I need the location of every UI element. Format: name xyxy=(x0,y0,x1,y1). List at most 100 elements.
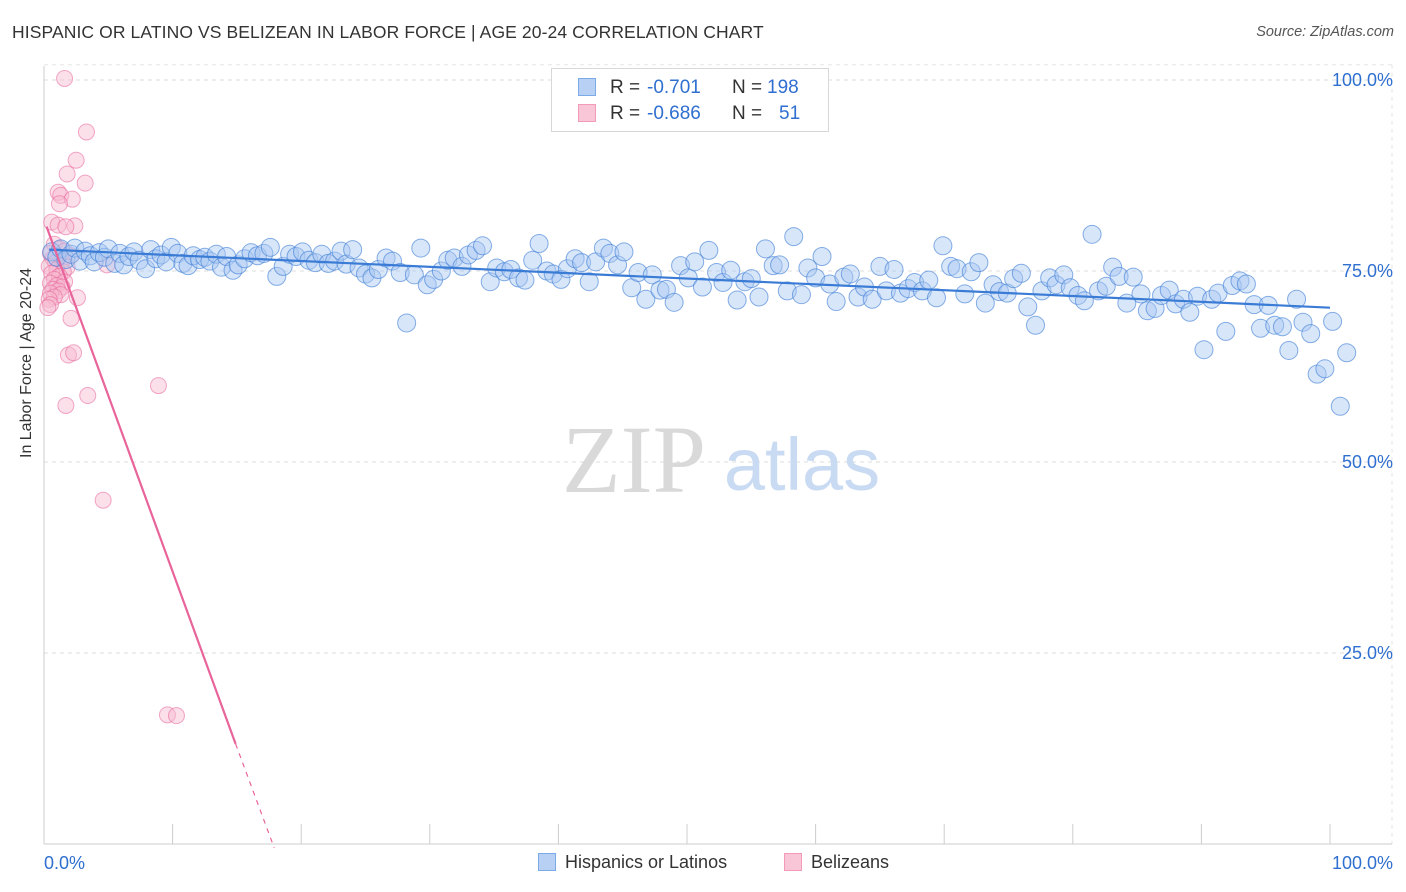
hispanic-point xyxy=(784,227,804,247)
hispanic-point xyxy=(267,266,287,286)
y-tick-label: 50.0% xyxy=(1342,452,1393,472)
y-tick-label: 100.0% xyxy=(1332,70,1393,90)
tick-labels: 25.0% 50.0% 75.0% 100.0% 0.0% 100.0% xyxy=(44,70,1393,873)
hispanic-point xyxy=(692,277,712,297)
hispanic-point xyxy=(1323,311,1343,331)
hispanic-point xyxy=(707,263,727,283)
hispanic-point xyxy=(1337,343,1357,363)
legend-n-label: N = xyxy=(732,103,763,124)
legend-r-value: -0.701 xyxy=(647,77,701,98)
belizean-point xyxy=(77,123,95,141)
belizean-point xyxy=(67,151,85,169)
belizean-point xyxy=(94,491,112,509)
hispanic-point xyxy=(749,287,769,307)
legend-r-label: R = xyxy=(610,77,641,98)
belizean-point xyxy=(56,69,74,87)
hispanic-point xyxy=(1109,266,1129,286)
bottom-legend-belizeans: Belizeans xyxy=(784,852,889,876)
hispanic-point xyxy=(593,238,613,258)
bottom-legend-label: Hispanics or Latinos xyxy=(565,852,728,872)
hispanic-point xyxy=(343,240,363,260)
hispanic-point xyxy=(600,243,620,263)
hispanic-point xyxy=(1216,321,1236,341)
hispanic-point xyxy=(840,264,860,284)
stats-legend: R = -0.701 N = 198 R = -0.686 N = 51 xyxy=(551,68,829,132)
belizean-point xyxy=(65,344,83,362)
watermark: ZIP atlas xyxy=(562,406,880,513)
hispanic-point xyxy=(168,243,188,263)
hispanic-point xyxy=(473,236,493,256)
hispanic-point xyxy=(1236,274,1256,294)
hispanic-point xyxy=(390,263,410,283)
hispanic-point xyxy=(791,285,811,305)
y-tick-label: 25.0% xyxy=(1342,643,1393,663)
belizeans-trend-line xyxy=(45,226,237,745)
hispanic-point xyxy=(699,240,719,260)
belizean-point xyxy=(62,309,80,327)
hispanic-point xyxy=(664,292,684,312)
hispanic-point xyxy=(727,290,747,310)
hispanic-point xyxy=(777,281,797,301)
hispanic-point xyxy=(812,246,832,266)
watermark-atlas-text: atlas xyxy=(724,423,880,506)
hispanic-point xyxy=(1279,340,1299,360)
hispanic-point xyxy=(806,268,826,288)
legend-n-label: N = xyxy=(732,77,763,98)
hispanic-point xyxy=(763,256,783,276)
hispanic-point xyxy=(848,287,868,307)
hispanic-point xyxy=(1046,275,1066,295)
hispanic-point xyxy=(1103,257,1123,277)
belizean-point xyxy=(76,174,94,192)
hispanic-point xyxy=(926,288,946,308)
belizean-point xyxy=(50,195,68,213)
hispanic-point xyxy=(770,255,790,275)
belizean-point xyxy=(63,190,81,208)
legend-r-value: -0.686 xyxy=(647,103,701,124)
belizean-point xyxy=(57,396,75,414)
hispanic-point xyxy=(1194,340,1214,360)
legend-n-value: 51 xyxy=(779,103,801,124)
hispanic-point xyxy=(1096,276,1116,296)
hispanic-point xyxy=(529,233,549,253)
hispanic-point xyxy=(755,239,775,259)
hispanic-point xyxy=(260,237,280,257)
legend-row-belizeans: R = -0.686 N = 51 xyxy=(552,101,828,127)
hispanic-point xyxy=(671,256,691,276)
hispanic-point xyxy=(1315,359,1335,379)
bottom-legend-swatch-pink xyxy=(784,853,802,871)
belizean-point xyxy=(58,165,76,183)
watermark-zip-text: ZIP xyxy=(562,406,706,513)
belizeans-points xyxy=(39,69,185,725)
hispanic-point xyxy=(1251,318,1271,338)
legend-swatch-blue xyxy=(578,78,596,96)
hispanic-point xyxy=(223,260,243,280)
hispanic-point xyxy=(572,253,592,273)
hispanic-point xyxy=(721,260,741,280)
grid-lines xyxy=(44,64,1393,844)
y-axis-label: In Labor Force | Age 20-24 xyxy=(18,267,35,458)
x-tick-label: 100.0% xyxy=(1332,853,1393,873)
source-credit: Source: ZipAtlas.com xyxy=(1256,24,1394,40)
belizean-point xyxy=(66,217,84,235)
belizean-point xyxy=(149,377,167,395)
hispanic-point xyxy=(452,256,472,276)
belizean-point xyxy=(57,218,75,236)
hispanic-point xyxy=(650,280,670,300)
hispanic-point xyxy=(1287,289,1307,309)
hispanic-point xyxy=(870,256,890,276)
hispanic-point xyxy=(579,272,599,292)
hispanic-point xyxy=(1123,267,1143,287)
hispanic-point xyxy=(1293,312,1313,332)
hispanic-point xyxy=(713,272,733,292)
belizean-point xyxy=(39,299,57,317)
axes xyxy=(43,66,1392,845)
hispanic-point xyxy=(1018,297,1038,317)
x-tick-label: 0.0% xyxy=(44,853,85,873)
hispanic-point xyxy=(1082,224,1102,244)
hispanic-point xyxy=(1272,317,1292,337)
hispanic-point xyxy=(798,258,818,278)
legend-n-value: 198 xyxy=(767,77,799,98)
hispanic-point xyxy=(397,313,417,333)
hispanic-point xyxy=(947,259,967,279)
